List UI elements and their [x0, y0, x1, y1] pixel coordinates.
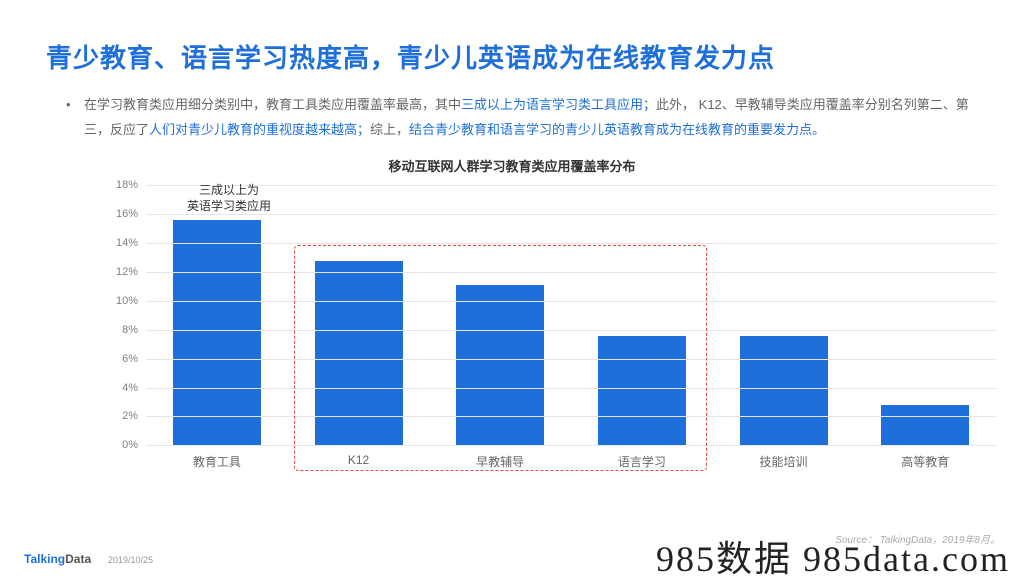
body-paragraph: 在学习教育类应用细分类别中，教育工具类应用覆盖率最高，其中三成以上为语言学习类工… [46, 93, 978, 142]
bar-slot [146, 185, 288, 445]
logo-part-2: Data [65, 552, 91, 566]
bar-slot [854, 185, 996, 445]
slide: 青少教育、语言学习热度高，青少儿英语成为在线教育发力点 在学习教育类应用细分类别… [0, 0, 1024, 576]
x-tick-label: 技能培训 [713, 453, 855, 470]
watermark: 985数据 985data.com [656, 530, 1010, 576]
slide-title: 青少教育、语言学习热度高，青少儿英语成为在线教育发力点 [46, 38, 978, 75]
y-tick-label: 12% [98, 266, 138, 278]
chart-title: 移动互联网人群学习教育类应用覆盖率分布 [46, 156, 978, 175]
bar [740, 336, 828, 446]
bar [881, 405, 969, 445]
highlight-box [294, 245, 707, 471]
y-tick-label: 2% [98, 410, 138, 422]
x-tick-label: 高等教育 [854, 453, 996, 470]
logo: TalkingData [24, 552, 91, 566]
logo-part-1: Talking [24, 552, 65, 566]
footer-date: 2019/10/25 [108, 555, 153, 565]
body-highlight-1: 三成以上为语言学习类工具应用； [461, 97, 656, 112]
y-tick-label: 4% [98, 382, 138, 394]
y-tick-label: 0% [98, 439, 138, 451]
y-tick-label: 10% [98, 295, 138, 307]
bar-annotation: 三成以上为英语学习类应用 [164, 183, 294, 214]
y-tick-label: 6% [98, 353, 138, 365]
y-tick-label: 16% [98, 208, 138, 220]
bar-chart: 教育工具K12早教辅导语言学习技能培训高等教育 三成以上为英语学习类应用 0%2… [96, 185, 996, 475]
footer: TalkingData 2019/10/25 Source： TalkingDa… [0, 544, 1024, 576]
y-tick-label: 18% [98, 179, 138, 191]
x-tick-label: 教育工具 [146, 453, 288, 470]
bar-slot [713, 185, 855, 445]
bar [173, 220, 261, 445]
body-text-1: 在学习教育类应用细分类别中，教育工具类应用覆盖率最高，其中 [84, 97, 461, 112]
y-tick-label: 8% [98, 324, 138, 336]
body-highlight-2: 人们对青少儿教育的重视度越来越高； [149, 122, 370, 137]
body-highlight-3: 结合青少教育和语言学习的青少儿英语教育成为在线教育的重要发力点。 [409, 122, 825, 137]
gridline [146, 243, 996, 244]
body-text-3: 综上， [370, 122, 409, 137]
y-tick-label: 14% [98, 237, 138, 249]
